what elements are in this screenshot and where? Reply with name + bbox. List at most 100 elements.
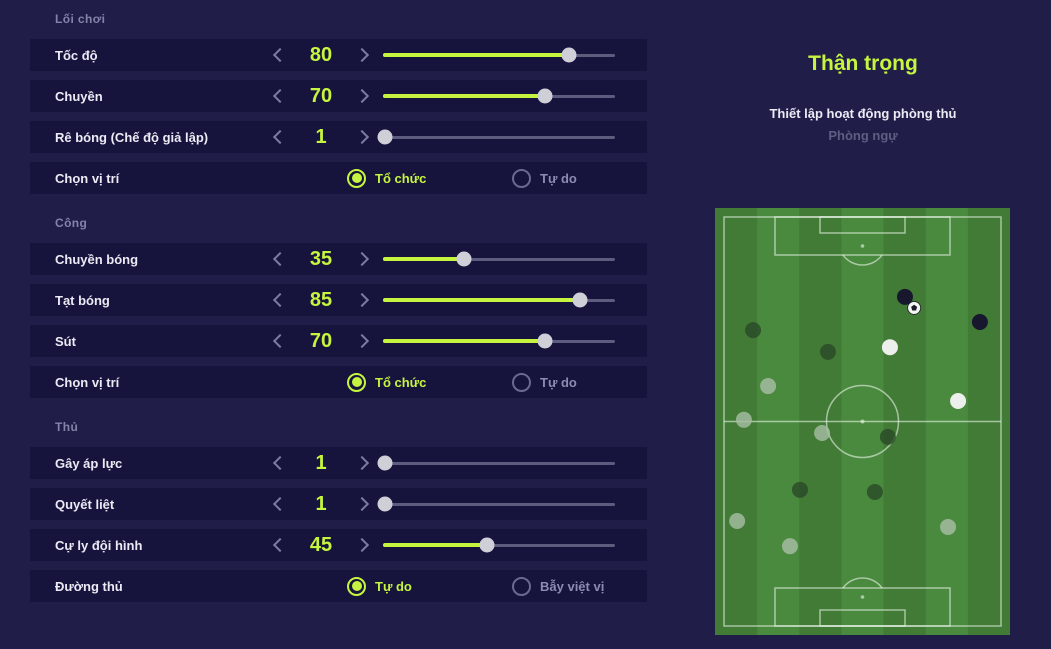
tactic-description: Thiết lập hoạt động phòng thủ xyxy=(769,106,957,121)
player-dot xyxy=(735,411,752,428)
radio-option[interactable]: Tự do xyxy=(512,168,677,188)
radio-label: Tự do xyxy=(375,578,412,594)
slider-thumb[interactable] xyxy=(537,88,553,104)
value-stepper: 70 xyxy=(272,330,370,353)
value-stepper: 35 xyxy=(272,247,370,271)
setting-slider[interactable] xyxy=(383,529,615,561)
setting-value: 45 xyxy=(309,533,333,556)
radio-option[interactable]: Bẫy việt vị xyxy=(512,576,677,596)
setting-value: 35 xyxy=(309,247,333,270)
setting-row: Tạt bóng 85 xyxy=(30,284,647,316)
pitch-markings xyxy=(723,216,1002,627)
radio-label: Tổ chức xyxy=(375,374,427,390)
player-dots xyxy=(729,288,988,555)
setting-value: 1 xyxy=(315,125,327,148)
setting-label: Sút xyxy=(55,333,76,349)
slider-thumb[interactable] xyxy=(377,496,393,512)
setting-slider[interactable] xyxy=(383,80,615,112)
slider-track xyxy=(383,135,615,139)
slider-track xyxy=(383,502,615,506)
setting-slider[interactable] xyxy=(377,121,615,153)
setting-slider[interactable] xyxy=(377,488,615,520)
increase-button[interactable] xyxy=(354,129,370,145)
section-title: Công xyxy=(55,216,88,230)
player-dot xyxy=(971,314,988,331)
increase-button[interactable] xyxy=(354,455,370,471)
setting-value: 1 xyxy=(315,492,327,515)
player-dot xyxy=(760,378,777,395)
player-dot xyxy=(866,483,883,500)
section-title: Lối chơi xyxy=(55,12,106,26)
setting-slider[interactable] xyxy=(383,243,615,275)
setting-label: Chuyền bóng xyxy=(55,251,139,267)
slider-thumb[interactable] xyxy=(561,47,577,63)
setting-label: Quyết liệt xyxy=(55,496,115,512)
radio-icon xyxy=(347,372,366,392)
player-dot xyxy=(729,512,746,529)
setting-row: Cự ly đội hình 45 xyxy=(30,529,647,561)
slider-fill xyxy=(383,543,488,547)
setting-label: Chọn vị trí xyxy=(55,374,120,390)
setting-slider[interactable] xyxy=(383,39,615,71)
tactic-info: Thận trọng Thiết lập hoạt động phòng thủ… xyxy=(712,0,1014,143)
radio-group: Tổ chức Tự do xyxy=(275,372,677,392)
radio-option[interactable]: Tự do xyxy=(347,576,512,596)
setting-row: Rê bóng (Chế độ giả lập) 1 xyxy=(30,121,647,153)
setting-label: Chọn vị trí xyxy=(55,170,120,186)
increase-button[interactable] xyxy=(354,251,370,267)
slider-track xyxy=(383,461,615,465)
radio-option[interactable]: Tổ chức xyxy=(347,168,512,188)
setting-label: Gây áp lực xyxy=(55,455,123,471)
setting-value: 1 xyxy=(315,451,327,474)
player-dot xyxy=(940,518,957,535)
slider-thumb[interactable] xyxy=(572,292,588,308)
setting-row: Tốc độ 80 xyxy=(30,39,647,71)
slider-thumb[interactable] xyxy=(377,129,393,145)
setting-label: Đường thủ xyxy=(55,578,123,594)
player-dot xyxy=(745,322,762,339)
increase-button[interactable] xyxy=(354,333,370,349)
slider-thumb[interactable] xyxy=(537,333,553,349)
value-stepper: 45 xyxy=(272,533,370,557)
setting-slider[interactable] xyxy=(377,447,615,479)
setting-row: Sút 70 xyxy=(30,325,647,357)
player-dot xyxy=(879,428,896,445)
setting-slider[interactable] xyxy=(383,325,615,357)
setting-row: Đường thủ Tự do Bẫy việt vị xyxy=(30,570,647,602)
setting-label: Rê bóng (Chế độ giả lập) xyxy=(55,129,209,145)
setting-row: Chuyền 70 xyxy=(30,80,647,112)
increase-button[interactable] xyxy=(354,47,370,63)
value-stepper: 1 xyxy=(272,492,370,516)
radio-option[interactable]: Tự do xyxy=(512,372,677,392)
value-stepper: 70 xyxy=(272,85,370,108)
ball-icon xyxy=(907,301,922,315)
radio-group: Tự do Bẫy việt vị xyxy=(275,576,677,596)
setting-value: 80 xyxy=(309,43,333,66)
setting-slider[interactable] xyxy=(383,284,615,316)
slider-track xyxy=(383,257,615,261)
value-stepper: 85 xyxy=(272,288,370,312)
increase-button[interactable] xyxy=(354,537,370,553)
increase-button[interactable] xyxy=(354,292,370,308)
radio-label: Tự do xyxy=(540,170,577,186)
slider-thumb[interactable] xyxy=(377,455,393,471)
slider-thumb[interactable] xyxy=(456,251,472,267)
slider-fill xyxy=(383,257,465,261)
increase-button[interactable] xyxy=(354,88,370,104)
value-stepper: 80 xyxy=(272,43,370,67)
radio-label: Tổ chức xyxy=(375,170,427,186)
player-dot xyxy=(896,288,913,305)
player-dot xyxy=(781,538,798,555)
slider-thumb[interactable] xyxy=(479,537,495,553)
increase-button[interactable] xyxy=(354,496,370,512)
player-dot xyxy=(819,343,836,360)
player-dot xyxy=(950,393,967,410)
tactic-title: Thận trọng xyxy=(808,52,918,75)
setting-label: Cự ly đội hình xyxy=(55,537,143,553)
radio-icon xyxy=(347,576,366,596)
setting-row: Chọn vị trí Tổ chức Tự do xyxy=(30,162,647,194)
setting-value: 85 xyxy=(309,288,333,311)
radio-option[interactable]: Tổ chức xyxy=(347,372,512,392)
player-dot xyxy=(881,339,898,356)
